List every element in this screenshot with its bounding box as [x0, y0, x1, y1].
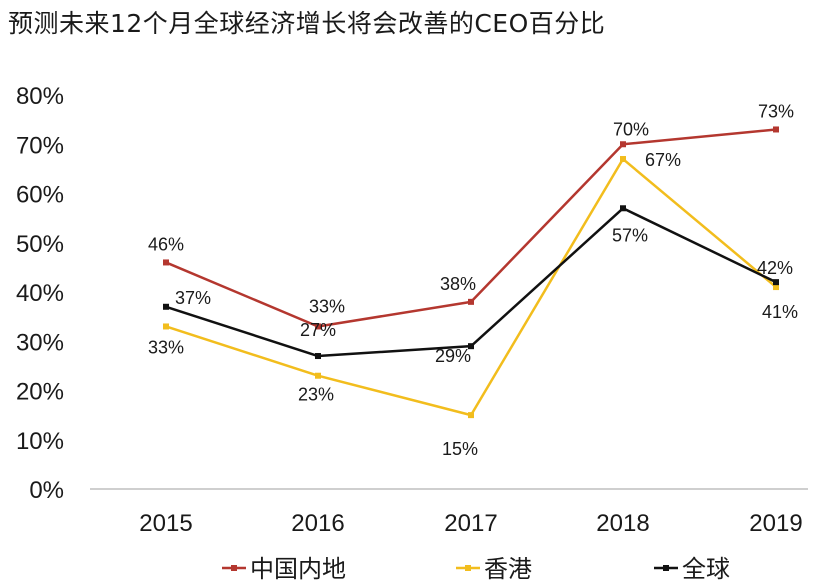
- data-point: [620, 141, 626, 148]
- data-point: [773, 126, 779, 133]
- y-tick-label: 40%: [16, 280, 64, 307]
- y-tick-label: 60%: [16, 182, 64, 209]
- data-point: [468, 343, 474, 350]
- x-tick-label: 2017: [444, 510, 497, 537]
- data-point: [315, 323, 321, 330]
- data-label: 27%: [300, 320, 336, 340]
- y-tick-label: 70%: [16, 132, 64, 159]
- data-point: [163, 259, 169, 266]
- legend-label: 中国内地: [250, 555, 346, 583]
- x-tick-label: 2019: [749, 510, 802, 537]
- legend-label: 全球: [682, 555, 730, 583]
- data-label: 42%: [757, 258, 793, 278]
- data-label: 15%: [442, 439, 478, 459]
- data-label: 29%: [435, 346, 471, 366]
- series-1: [163, 126, 779, 330]
- data-label: 38%: [440, 274, 476, 294]
- data-label: 33%: [309, 296, 345, 316]
- y-tick-label: 80%: [16, 83, 64, 110]
- data-point: [620, 205, 626, 212]
- data-label: 67%: [645, 150, 681, 170]
- legend-item: 中国内地: [222, 555, 346, 583]
- data-label: 37%: [175, 288, 211, 308]
- x-tick-label: 2015: [139, 510, 192, 537]
- data-point: [315, 372, 321, 379]
- data-label: 57%: [612, 225, 648, 245]
- legend-marker: [663, 565, 669, 571]
- data-point: [315, 353, 321, 360]
- chart-title: 预测未来12个月全球经济增长将会改善的CEO百分比: [8, 9, 606, 38]
- data-labels: 46% 33% 38% 70% 73% 33% 23% 15% 67% 41% 37% 27% 29% 5…: [148, 101, 798, 459]
- y-tick-label: 20%: [16, 379, 64, 406]
- data-point: [163, 303, 169, 310]
- data-label: 73%: [758, 101, 794, 121]
- legend-item: 香港: [456, 555, 532, 583]
- data-label: 41%: [762, 302, 798, 322]
- y-tick-label: 10%: [16, 428, 64, 455]
- data-point: [773, 279, 779, 286]
- x-axis: 2015 2016 2017 2018 2019: [90, 488, 808, 537]
- data-point: [468, 412, 474, 419]
- legend-marker: [231, 565, 237, 571]
- y-tick-label: 30%: [16, 329, 64, 356]
- data-point: [620, 156, 626, 163]
- data-label: 33%: [148, 337, 184, 357]
- series-layer: [163, 126, 779, 419]
- legend-label: 香港: [484, 555, 532, 583]
- x-tick-label: 2016: [291, 510, 344, 537]
- y-axis: 0% 10% 20% 30% 40% 50% 60% 70% 80%: [16, 83, 64, 504]
- data-point: [773, 284, 779, 291]
- x-tick-label: 2018: [596, 510, 649, 537]
- series-line: [165, 128, 777, 328]
- data-point: [468, 298, 474, 305]
- series-3: [163, 205, 779, 360]
- y-tick-label: 0%: [29, 477, 64, 504]
- data-label: 70%: [613, 119, 649, 139]
- data-label: 46%: [148, 234, 184, 254]
- data-point: [163, 323, 169, 330]
- y-tick-label: 50%: [16, 231, 64, 258]
- legend-marker: [465, 565, 471, 571]
- data-label: 23%: [298, 385, 334, 405]
- series-2: [163, 156, 779, 419]
- legend-item: 全球: [654, 555, 730, 583]
- legend: 中国内地 香港 全球: [222, 555, 730, 583]
